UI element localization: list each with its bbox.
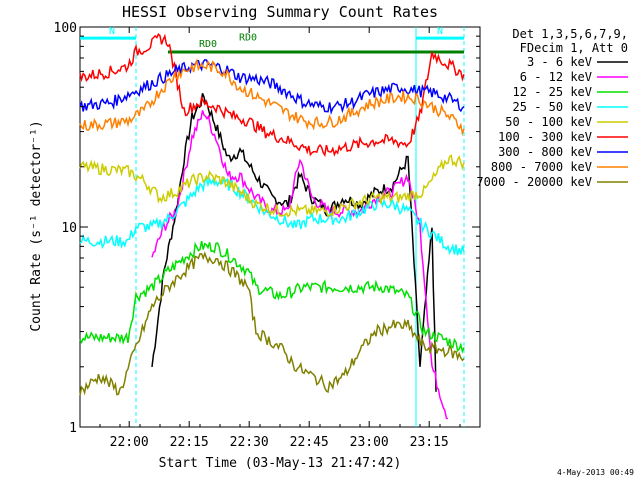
y-axis-ticks: 1 10 100	[54, 21, 480, 436]
legend-label: 100 - 300 keV	[498, 130, 592, 144]
series-line	[151, 93, 437, 392]
legend-label: 12 - 25 keV	[513, 85, 592, 99]
series-line	[151, 110, 449, 420]
legend-label: 300 - 800 keV	[498, 145, 592, 159]
x-tick-label: 23:00	[350, 435, 389, 450]
x-tick-label: 22:00	[110, 435, 149, 450]
x-axis-ticks: 22:00 22:15 22:30 22:45 23:00 23:15	[79, 27, 481, 450]
annotation-label: N	[109, 26, 115, 37]
footer-date: 4-May-2013 00:49	[557, 468, 634, 477]
annotation-label: RD0	[239, 32, 257, 43]
y-axis-label: Count Rate (s⁻¹ detector⁻¹)	[29, 120, 44, 331]
annotation-label: RD0	[199, 39, 217, 50]
x-tick-label: 23:15	[410, 435, 449, 450]
annotations: N N RD0 RD0	[109, 26, 443, 50]
annotation-label: N	[437, 26, 443, 37]
series-lines	[79, 33, 465, 420]
series-line	[79, 240, 465, 354]
y-tick-label: 100	[54, 21, 77, 36]
legend-label: 3 - 6 keV	[527, 55, 592, 69]
chart-title: HESSI Observing Summary Count Rates	[122, 3, 438, 21]
x-tick-label: 22:45	[290, 435, 329, 450]
series-line	[79, 154, 465, 218]
legend-label: 25 - 50 keV	[513, 100, 592, 114]
legend-header: Det 1,3,5,6,7,9,	[512, 27, 628, 41]
series-line	[79, 58, 465, 115]
y-tick-label: 1	[69, 421, 77, 436]
x-tick-label: 22:30	[230, 435, 269, 450]
legend-label: 50 - 100 keV	[505, 115, 592, 129]
y-tick-label: 10	[61, 221, 77, 236]
x-tick-label: 22:15	[170, 435, 209, 450]
series-line	[79, 33, 465, 158]
legend-label: 800 - 7000 keV	[491, 160, 592, 174]
legend-label: 7000 - 20000 keV	[476, 175, 592, 189]
legend-label: 6 - 12 keV	[520, 70, 592, 84]
x-axis-label: Start Time (03-May-13 21:47:42)	[159, 456, 402, 471]
series-line	[79, 58, 465, 137]
series-line	[79, 251, 465, 396]
series-line	[79, 176, 465, 256]
legend-header: FDecim 1, Att 0	[520, 41, 628, 55]
legend: Det 1,3,5,6,7,9,FDecim 1, Att 03 - 6 keV…	[476, 27, 628, 189]
